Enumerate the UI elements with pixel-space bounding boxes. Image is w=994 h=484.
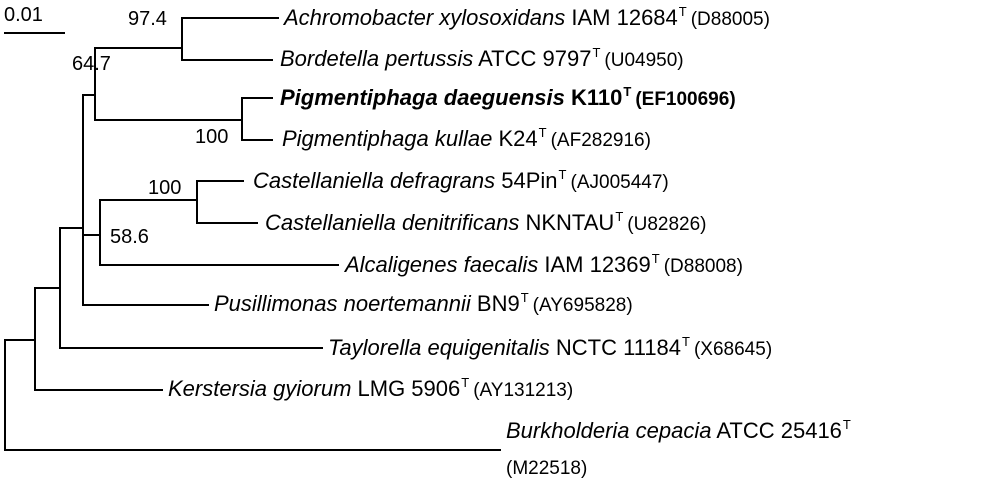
taxon-accession: (X68645) — [693, 339, 773, 360]
type-strain-mark: T — [461, 375, 470, 390]
taxon-label: Pigmentiphaga kullae K24T (AF282916) — [282, 125, 651, 151]
support-value: 64.7 — [72, 53, 111, 75]
type-strain-mark: T — [682, 334, 690, 349]
support-value: 97.4 — [128, 8, 167, 30]
taxon-accession: (AJ005447) — [570, 172, 669, 193]
taxon-accession: (D88005) — [690, 9, 770, 30]
taxon-label: Kerstersia gyiorum LMG 5906T (AY131213) — [168, 375, 574, 401]
taxon-name: Burkholderia cepacia — [506, 418, 712, 443]
taxon-label: Castellaniella denitrificans NKNTAUT (U82… — [265, 209, 707, 235]
taxon-name: Kerstersia gyiorum — [168, 376, 352, 401]
taxon-label: Bordetella pertussis ATCC 9797T (U04950) — [280, 45, 684, 71]
taxon-name: Pigmentiphaga daeguensis — [280, 85, 565, 110]
type-strain-mark: T — [678, 4, 687, 19]
taxon-label: Achromobacter xylosoxidans IAM 12684T (D8… — [284, 4, 770, 30]
taxon-strain: NCTC 11184 — [555, 335, 682, 360]
taxon-name: Pigmentiphaga kullae — [282, 126, 493, 151]
taxon-name: Taylorella equigenitalis — [328, 335, 550, 360]
taxon-label: Burkholderia cepacia ATCC 25416T — [506, 417, 855, 443]
taxon-accession: (U04950) — [604, 50, 684, 71]
type-strain-mark: T — [842, 417, 851, 432]
taxon-strain: ATCC 9797 — [478, 46, 592, 71]
taxon-accession: (D88008) — [663, 256, 743, 277]
type-strain-mark: T — [615, 209, 624, 224]
taxon-name: Bordetella pertussis — [280, 46, 474, 71]
taxon-accession: (EF100696) — [635, 89, 736, 110]
support-value: 100 — [148, 177, 182, 199]
taxon-accession: (AY131213) — [473, 380, 574, 401]
taxon-label-continuation: (M22518) — [506, 456, 587, 478]
taxon-strain: NKNTAU — [525, 210, 615, 235]
type-strain-mark: T — [558, 167, 567, 182]
taxon-name: Alcaligenes faecalis — [345, 252, 539, 277]
taxon-label: Castellaniella defragrans 54PinT (AJ00544… — [253, 167, 669, 193]
taxon-label: Alcaligenes faecalis IAM 12369T (D88008) — [345, 251, 743, 277]
taxon-name: Castellaniella denitrificans — [265, 210, 520, 235]
support-value: 58.6 — [110, 226, 149, 248]
taxon-strain: 54Pin — [501, 168, 558, 193]
taxon-strain: IAM 12369 — [544, 252, 651, 277]
taxon-strain: IAM 12684 — [571, 5, 678, 30]
taxon-name: Pusillimonas noertemannii — [214, 291, 471, 316]
type-strain-mark: T — [592, 45, 601, 60]
taxon-name: Castellaniella defragrans — [253, 168, 496, 193]
scale-bar-label: 0.01 — [4, 4, 43, 26]
taxon-accession: (AY695828) — [532, 295, 633, 316]
taxon-label: Pigmentiphaga daeguensis K110T (EF100696) — [280, 84, 736, 110]
taxon-accession: (M22518) — [506, 458, 588, 479]
taxon-label: Taylorella equigenitalis NCTC 11184T (X68… — [328, 334, 773, 360]
taxon-name: Achromobacter xylosoxidans — [284, 5, 566, 30]
taxon-accession: (U82826) — [627, 214, 707, 235]
taxon-strain: LMG 5906 — [357, 376, 461, 401]
taxon-accession: (AF282916) — [550, 130, 651, 151]
type-strain-mark: T — [538, 125, 547, 140]
support-value: 100 — [195, 126, 229, 148]
taxon-label: Pusillimonas noertemannii BN9T (AY695828) — [214, 290, 633, 316]
taxon-strain: K24 — [498, 126, 538, 151]
type-strain-mark: T — [651, 251, 660, 266]
taxon-strain: BN9 — [476, 291, 520, 316]
taxon-strain: K110 — [570, 85, 623, 110]
taxon-strain: ATCC 25416 — [716, 418, 842, 443]
type-strain-mark: T — [623, 84, 632, 99]
type-strain-mark: T — [520, 290, 529, 305]
